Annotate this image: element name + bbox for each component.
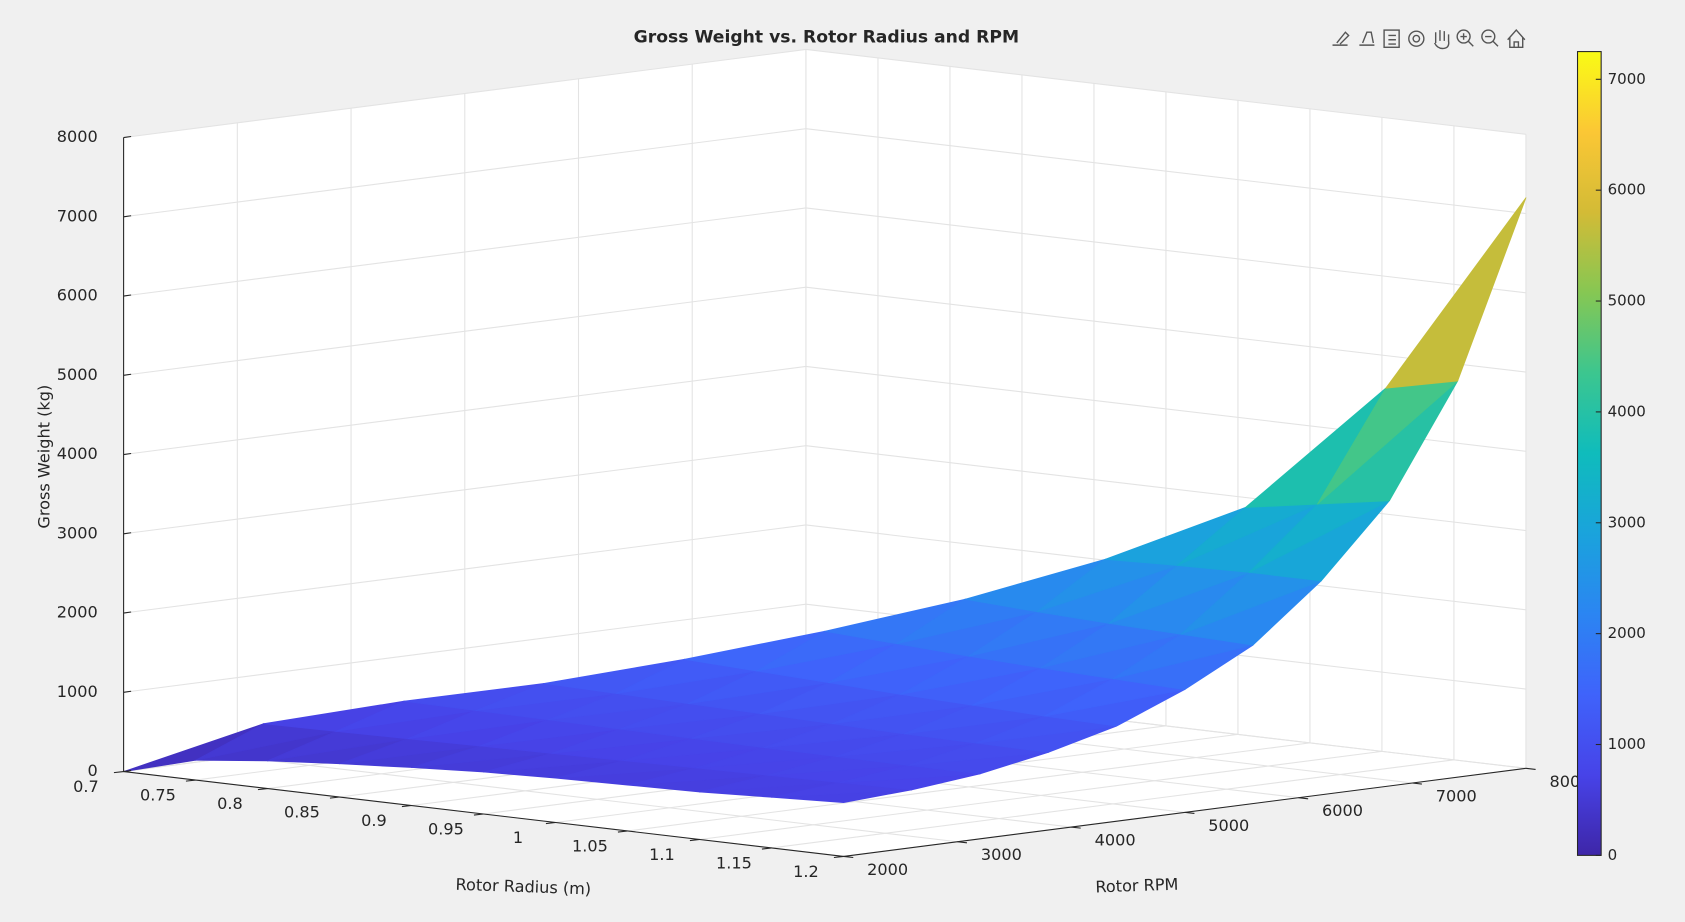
x-tick [473, 813, 484, 816]
colorbar-tick-label: 1000 [1608, 735, 1646, 753]
y-tick [1525, 767, 1536, 770]
x-tick [689, 838, 700, 842]
x-tick [617, 830, 628, 833]
grid-line [237, 756, 958, 843]
z-tick [123, 690, 132, 693]
tool-zoom-out[interactable] [1481, 29, 1499, 47]
x-tick-label: 0.8 [217, 794, 243, 813]
y-tick-label: 6000 [1322, 801, 1363, 820]
z-tick-label: 6000 [57, 286, 98, 305]
colorbar-tick-label: 3000 [1608, 513, 1646, 531]
x-tick [329, 796, 340, 799]
tool-legend[interactable] [1383, 29, 1400, 48]
y-tick [1070, 826, 1081, 829]
z-tick [123, 215, 132, 218]
x-tick-label: 0.9 [361, 811, 387, 830]
axes: 0 1000 2000 3000 4000 5000 6000 7000 8000 0.7 0.75… [57, 127, 1591, 881]
x-tick-label: 0.85 [284, 803, 320, 822]
surface [123, 197, 1527, 803]
z-tick [123, 532, 132, 535]
tool-zoom-in[interactable] [1456, 29, 1474, 47]
x-tick [833, 855, 844, 859]
colorbar-tick-label: 4000 [1608, 402, 1646, 420]
colorbar-tick-label: 5000 [1608, 292, 1646, 310]
x-tick [185, 779, 196, 782]
z-tick-label: 4000 [57, 444, 98, 463]
x-tick [545, 821, 556, 825]
y-tick [1298, 797, 1309, 800]
z-tick-label: 3000 [57, 523, 98, 542]
x-tick-label: 1.15 [716, 854, 752, 873]
x-tick [401, 804, 412, 808]
y-tick-label: 4000 [1095, 831, 1136, 850]
z-tick [123, 611, 132, 614]
tool-brush[interactable] [1332, 31, 1350, 46]
y-axis-label: Rotor RPM [1095, 875, 1179, 897]
y-tick [1184, 811, 1195, 815]
x-tick-label: 0.75 [140, 786, 176, 805]
y-tick [843, 855, 854, 859]
z-tick [123, 769, 132, 773]
chart-title: Gross Weight vs. Rotor Radius and RPM [634, 28, 1019, 48]
tool-datatip[interactable] [1359, 31, 1375, 46]
y-tick-label: 3000 [981, 845, 1022, 864]
colorbar-tick-label: 6000 [1608, 181, 1646, 199]
y-tick [1412, 782, 1422, 785]
z-tick [123, 373, 132, 376]
x-tick-label: 0.7 [73, 777, 99, 796]
x-tick-label: 0.95 [428, 820, 464, 839]
y-tick-label: 5000 [1208, 816, 1249, 835]
surface-face [1385, 197, 1527, 389]
y-tick-label: 2000 [867, 860, 908, 879]
z-tick [123, 135, 132, 139]
z-tick [123, 294, 132, 297]
y-tick [957, 841, 968, 844]
tool-pan[interactable] [1433, 30, 1450, 50]
x-tick-label: 1.05 [572, 837, 608, 856]
z-tick-label: 2000 [57, 603, 98, 622]
colorbar [1576, 51, 1602, 856]
x-tick-label: 1 [513, 828, 523, 847]
z-tick-label: 8000 [57, 127, 98, 146]
z-tick-label: 7000 [57, 206, 98, 225]
x-tick [257, 788, 268, 791]
z-tick-label: 0 [88, 761, 98, 780]
tool-rotate[interactable] [1408, 30, 1425, 47]
z-tick [123, 452, 132, 456]
colorbar-tick-label: 0 [1608, 846, 1618, 864]
tool-home[interactable] [1507, 29, 1526, 48]
x-tick [761, 847, 772, 850]
x-axis-label: Rotor Radius (m) [455, 875, 591, 899]
z-tick-label: 5000 [57, 365, 98, 384]
toolbar [1332, 29, 1526, 50]
z-tick-label: 1000 [57, 682, 98, 701]
x-tick [113, 771, 124, 774]
y-tick-label: 7000 [1436, 786, 1477, 805]
z-axis-label: Gross Weight (kg) [35, 385, 54, 529]
colorbar-tick-label: 7000 [1608, 70, 1646, 88]
x-tick-label: 1.1 [649, 845, 675, 864]
colorbar-tick-label: 2000 [1608, 624, 1646, 642]
x-tick-label: 1.2 [793, 862, 819, 881]
